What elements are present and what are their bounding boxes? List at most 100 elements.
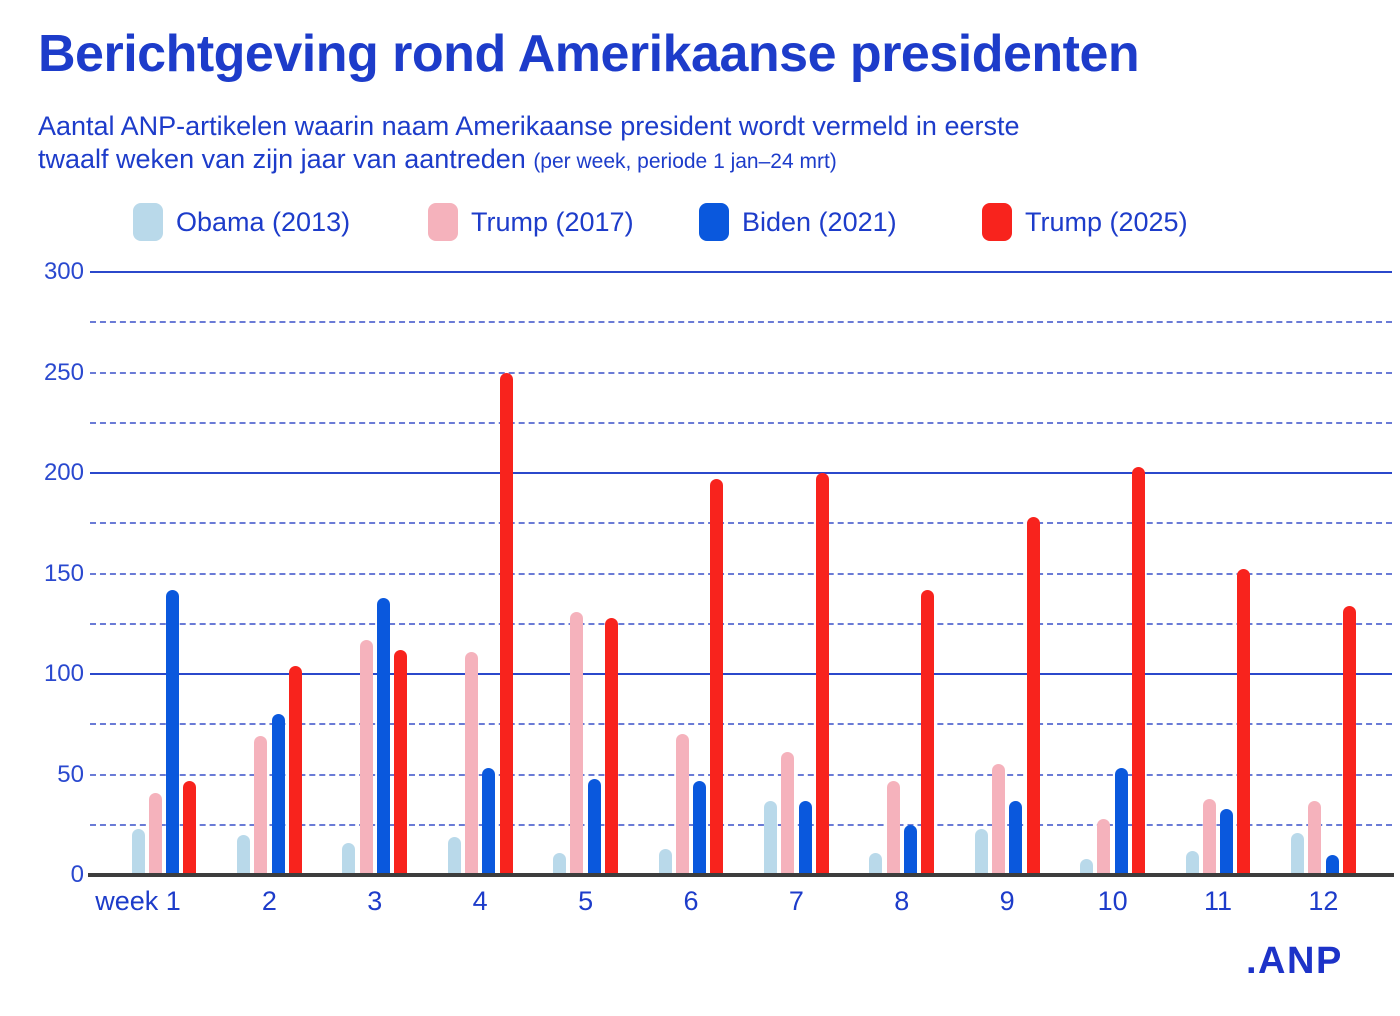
gridline-dashed-225	[90, 421, 1392, 424]
bar-trump-2017-week-9	[992, 764, 1006, 875]
bar-obama-2013-week-6	[658, 848, 672, 875]
x-axis-label-week-7: 7	[788, 886, 804, 916]
bar-obama-2013-week-12	[1290, 832, 1304, 875]
gridline-dashed-125	[90, 622, 1392, 625]
bar-trump-2017-week-4	[465, 651, 479, 875]
gridline-solid-100	[90, 673, 1392, 675]
gridline-dashed-50	[90, 773, 1392, 776]
x-axis-label-week-6: 6	[683, 886, 699, 916]
bar-trump-2025-week-2	[288, 665, 302, 875]
bar-biden-2021-week-2	[271, 714, 285, 875]
legend-swatch-trump-2017	[428, 203, 458, 241]
x-axis-label-week-8: 8	[894, 886, 910, 916]
bar-biden-2021-week-5	[587, 778, 601, 875]
x-axis-label-week-9: 9	[999, 886, 1015, 916]
bar-biden-2021-week-1	[166, 589, 180, 875]
bar-obama-2013-week-5	[553, 852, 567, 875]
x-axis-label-week-3: 3	[367, 886, 383, 916]
legend-label-biden-2021: Biden (2021)	[742, 206, 897, 237]
y-axis-tick-100: 100	[43, 660, 84, 687]
x-axis-label-week-10: 10	[1097, 886, 1128, 916]
bar-biden-2021-week-4	[482, 768, 496, 875]
bar-trump-2025-week-5	[605, 617, 619, 875]
bar-obama-2013-week-4	[447, 836, 461, 875]
bar-obama-2013-week-2	[236, 834, 250, 875]
chart-subtitle: Aantal ANP-artikelen waarin naam Amerika…	[38, 110, 1318, 176]
y-axis-tick-150: 150	[43, 559, 84, 587]
gridline-solid-300	[90, 271, 1392, 273]
bar-trump-2017-week-11	[1202, 798, 1216, 875]
bar-biden-2021-week-7	[798, 800, 812, 875]
bar-trump-2025-week-10	[1132, 466, 1146, 875]
x-axis-label-week-1: week 1	[95, 886, 181, 916]
bar-biden-2021-week-3	[376, 597, 390, 875]
subtitle-line-1: Aantal ANP-artikelen waarin naam Amerika…	[38, 111, 1020, 141]
bar-trump-2025-week-3	[394, 649, 408, 875]
x-axis-label-week-11: 11	[1203, 886, 1233, 916]
chart-title: Berichtgeving rond Amerikaanse president…	[38, 25, 1140, 83]
bar-trump-2017-week-3	[359, 639, 373, 875]
bar-trump-2025-week-1	[183, 780, 197, 875]
bar-trump-2025-week-6	[710, 479, 724, 875]
legend-item-biden-2021: Biden (2021)	[699, 202, 897, 242]
gridline-dashed-175	[90, 522, 1392, 525]
y-axis-tick-50: 50	[57, 760, 84, 788]
x-axis-label-week-12: 12	[1308, 886, 1339, 916]
bar-trump-2017-week-6	[675, 734, 689, 875]
bar-trump-2025-week-7	[815, 473, 829, 875]
gridline-dashed-150	[90, 572, 1392, 575]
anp-logo: .ANP	[1246, 940, 1343, 982]
bar-obama-2013-week-7	[763, 800, 777, 875]
legend-label-trump-2025: Trump (2025)	[1025, 206, 1188, 237]
bar-trump-2017-week-10	[1097, 818, 1111, 875]
y-axis-tick-200: 200	[43, 459, 84, 486]
bar-obama-2013-week-11	[1185, 850, 1199, 875]
bar-trump-2025-week-8	[921, 589, 935, 875]
axis-baseline	[88, 873, 1394, 877]
legend-swatch-trump-2025	[982, 203, 1012, 241]
bar-trump-2017-week-2	[254, 736, 268, 875]
legend-item-trump-2017: Trump (2017)	[428, 202, 634, 242]
bar-biden-2021-week-6	[693, 780, 707, 875]
bar-trump-2017-week-7	[781, 752, 795, 875]
bar-trump-2017-week-12	[1308, 800, 1322, 875]
gridline-solid-200	[90, 472, 1392, 474]
legend-swatch-obama-2013	[133, 203, 163, 241]
bar-trump-2017-week-1	[148, 792, 162, 875]
legend-swatch-biden-2021	[699, 203, 729, 241]
legend-label-obama-2013: Obama (2013)	[176, 206, 351, 237]
bar-trump-2017-week-8	[886, 780, 900, 875]
bar-biden-2021-week-12	[1325, 854, 1339, 875]
legend-item-trump-2025: Trump (2025)	[982, 202, 1188, 242]
bar-obama-2013-week-9	[974, 828, 988, 875]
bar-obama-2013-week-10	[1080, 858, 1094, 875]
bar-biden-2021-week-11	[1220, 808, 1234, 875]
bar-trump-2025-week-9	[1026, 517, 1040, 875]
bar-obama-2013-week-8	[869, 852, 883, 875]
legend-item-obama-2013: Obama (2013)	[133, 202, 350, 242]
x-axis-label-week-2: 2	[261, 886, 277, 916]
y-axis-tick-300: 300	[43, 258, 84, 285]
bar-obama-2013-week-3	[342, 842, 356, 875]
y-axis-tick-0: 0	[70, 861, 84, 888]
bar-trump-2025-week-11	[1237, 569, 1251, 875]
bar-trump-2025-week-12	[1342, 605, 1356, 875]
gridline-dashed-275	[90, 321, 1392, 324]
bar-trump-2025-week-4	[499, 372, 513, 875]
y-axis-tick-250: 250	[43, 358, 84, 386]
subtitle-note: (per week, periode 1 jan–24 mrt)	[533, 149, 837, 173]
x-axis-label-week-4: 4	[472, 886, 488, 916]
bar-biden-2021-week-10	[1114, 768, 1128, 875]
gridline-dashed-25	[90, 823, 1392, 826]
x-axis-label-week-5: 5	[578, 886, 594, 916]
bar-biden-2021-week-8	[903, 824, 917, 875]
bar-obama-2013-week-1	[131, 828, 145, 875]
legend-label-trump-2017: Trump (2017)	[471, 206, 634, 237]
bar-biden-2021-week-9	[1009, 800, 1023, 875]
bar-trump-2017-week-5	[570, 611, 584, 875]
gridline-dashed-250	[90, 371, 1392, 374]
gridline-dashed-75	[90, 723, 1392, 726]
subtitle-line-2: twaalf weken van zijn jaar van aantreden…	[38, 143, 837, 174]
